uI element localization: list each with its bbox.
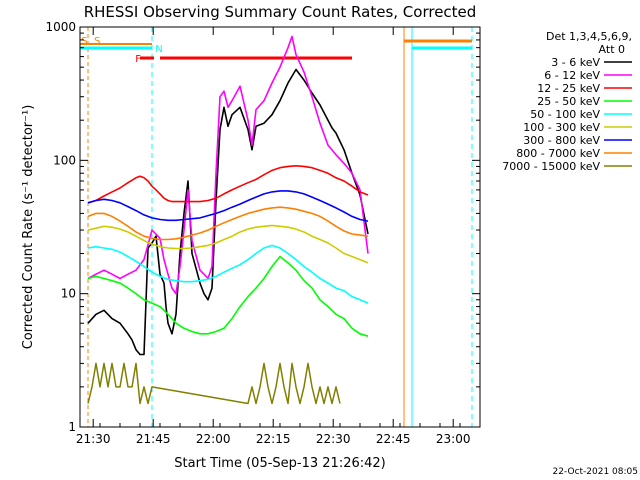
flags-layer: S S N F (80, 27, 473, 427)
legend-label-800-7000-kev: 800 - 7000 keV (516, 147, 600, 160)
saa-flag-label: S (81, 36, 87, 47)
series-layer (87, 35, 369, 405)
flare-flag-label: F (135, 54, 141, 65)
legend-attenuator: Att 0 (599, 43, 625, 56)
night-flag-label: N (155, 44, 162, 55)
x-tick-label-4: 22:30 (316, 432, 351, 446)
legend-label-3-6-kev: 3 - 6 keV (551, 56, 600, 69)
legend-header: Det 1,3,4,5,6,9, Att 0 (546, 30, 632, 56)
y-tick-label-0: 1 (68, 420, 76, 434)
x-tick-label-2: 22:00 (196, 432, 231, 446)
series-25-50-kev (87, 255, 369, 337)
series-100-300-kev (87, 224, 369, 264)
y-tick-label-1: 10 (61, 287, 76, 301)
legend-label-25-50-kev: 25 - 50 keV (537, 95, 600, 108)
series-800-7000-kev (87, 206, 369, 241)
legend-label-50-100-kev: 50 - 100 keV (530, 108, 600, 121)
x-tick-label-5: 22:45 (376, 432, 411, 446)
series-3-6-kev (87, 68, 369, 356)
x-axis: 21:30 21:45 22:00 22:15 22:30 22:45 23:00 (76, 27, 481, 446)
y-axis-label: Corrected Count Rate (s⁻¹ detector⁻¹) (21, 105, 36, 350)
series-12-25-kev (87, 165, 369, 204)
legend-label-300-800-kev: 300 - 800 keV (523, 134, 600, 147)
legend-label-100-300-kev: 100 - 300 keV (523, 121, 600, 134)
legend-label-7000-15000-kev: 7000 - 15000 keV (502, 160, 600, 173)
plot-area: S S N F (79, 26, 481, 428)
legend-detectors: Det 1,3,4,5,6,9, (546, 30, 632, 43)
x-tick-label-0: 21:30 (76, 432, 111, 446)
x-tick-label-1: 21:45 (136, 432, 171, 446)
series-300-800-kev (87, 190, 369, 222)
saa-flag-label-2: S (94, 36, 100, 47)
legend-label-12-25-kev: 12 - 25 keV (537, 82, 600, 95)
x-tick-label-6: 23:00 (436, 432, 471, 446)
chart-title: RHESSI Observing Summary Count Rates, Co… (84, 3, 477, 21)
series-7000-15000-kev (87, 362, 341, 405)
y-tick-label-3: 1000 (45, 20, 76, 34)
series-6-12-kev (87, 35, 369, 295)
x-tick-label-3: 22:15 (256, 432, 291, 446)
x-axis-label: Start Time (05-Sep-13 21:26:42) (174, 456, 385, 471)
y-tick-label-2: 100 (53, 153, 76, 167)
y-axis: 1 10 100 1000 (45, 20, 480, 434)
footer-date: 22-Oct-2021 08:05 (553, 467, 638, 477)
series-50-100-kev (87, 244, 369, 304)
legend-label-6-12-kev: 6 - 12 keV (544, 69, 600, 82)
